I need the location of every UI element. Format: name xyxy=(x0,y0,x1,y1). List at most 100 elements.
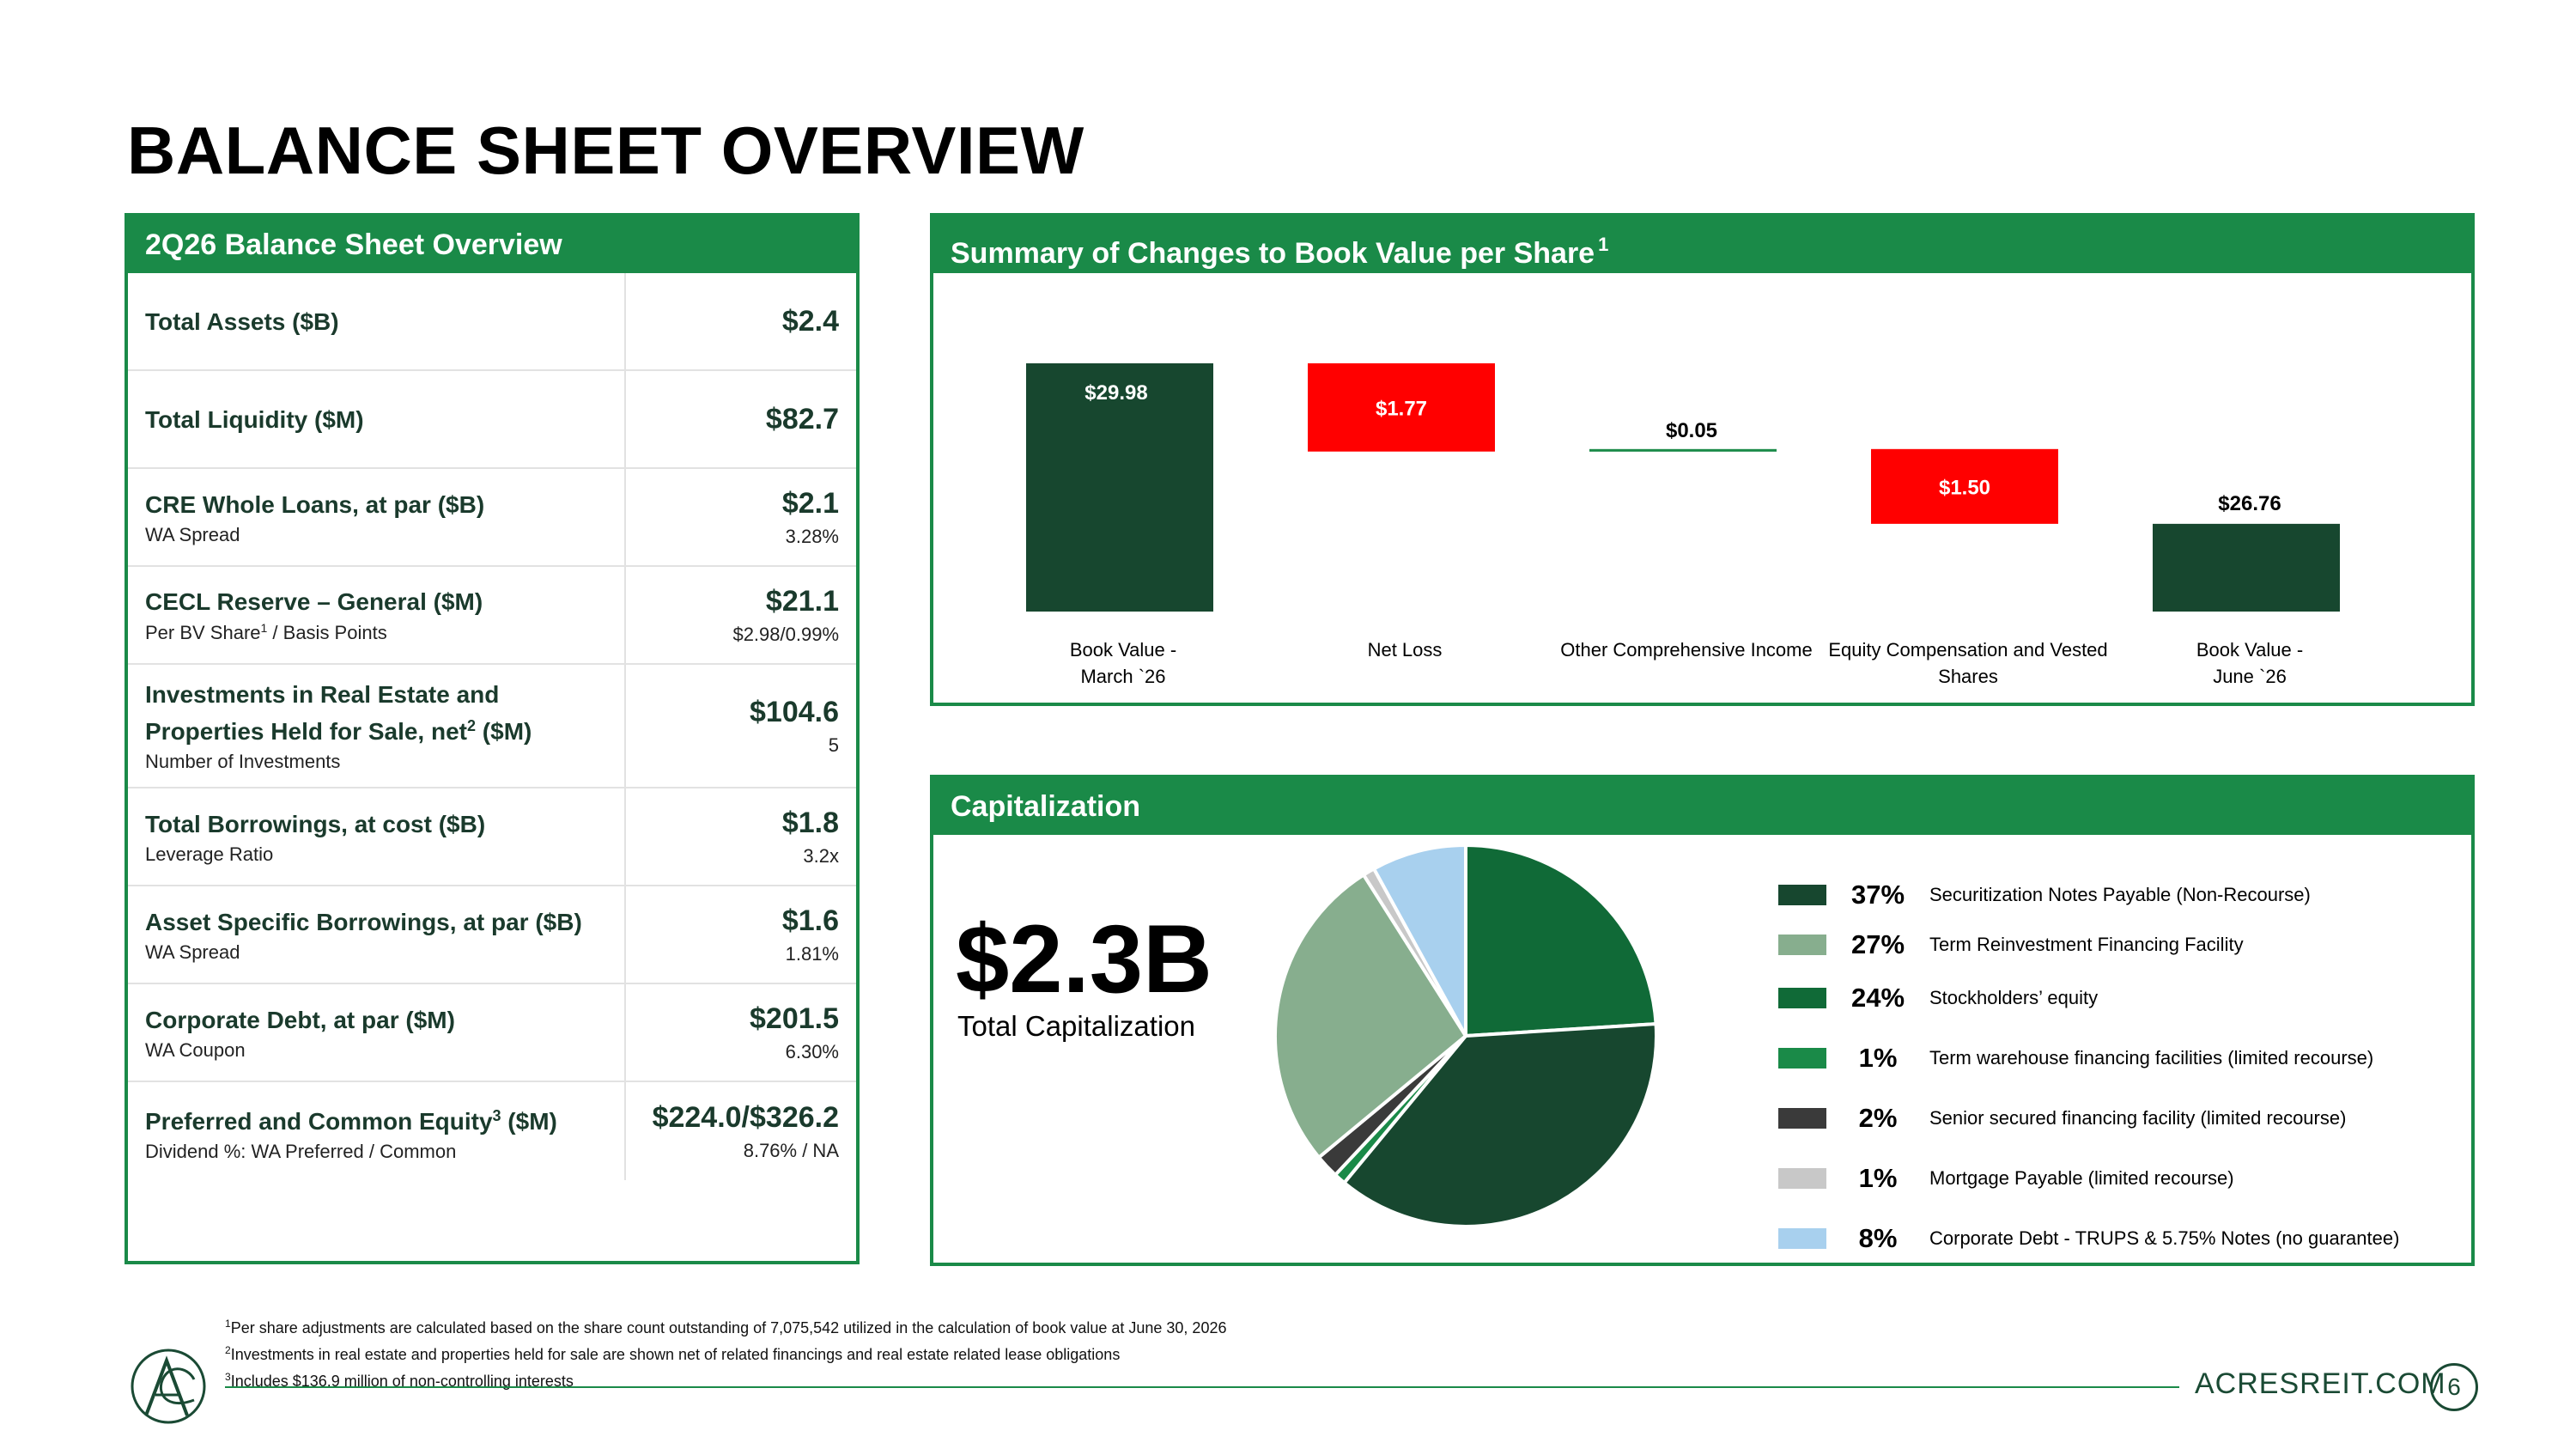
waterfall-bar xyxy=(1026,363,1213,612)
book-value-waterfall-chart: $29.98 Book Value - March `26 $1.77 Net Loss… xyxy=(1026,363,2340,687)
row-label-text: Total Assets ($B) xyxy=(145,307,339,335)
row-sublabel-footnote: 1 xyxy=(260,621,268,635)
table-row: Total Assets ($B) $2.4 xyxy=(128,273,856,371)
legend-percent: 8% xyxy=(1858,1223,1898,1253)
row-sublabel-text: Per BV Share xyxy=(145,622,261,643)
row-label: Total Liquidity ($M) xyxy=(145,404,624,435)
row-label-text: Preferred and Common Equity xyxy=(145,1107,493,1135)
row-label-unit: ($M) xyxy=(501,1107,557,1135)
row-label: Asset Specific Borrowings, at par ($B) xyxy=(145,906,624,938)
footnotes: 1Per share adjustments are calculated ba… xyxy=(225,1312,1226,1392)
waterfall-category-label: Shares xyxy=(1938,666,1998,687)
row-value-cell: $224.0/$326.2 8.76% / NA xyxy=(626,1082,856,1180)
row-value-cell: $21.1 $2.98/0.99% xyxy=(626,567,856,663)
overview-table: Total Assets ($B) $2.4 Total Liquidity ($M… xyxy=(128,273,856,1180)
legend-percent: 24% xyxy=(1850,983,1905,1013)
book-value-panel: Summary of Changes to Book Value per Sha… xyxy=(930,213,2475,706)
legend-item: 27% Term Reinvestment Financing Facility xyxy=(1778,928,2244,962)
row-sublabel-tail: / Basis Points xyxy=(267,622,387,643)
row-label: Total Borrowings, at cost ($B) xyxy=(145,808,624,840)
row-sublabel-text: WA Spread xyxy=(145,941,240,963)
row-sublabel-text: WA Spread xyxy=(145,523,240,545)
legend-item: 24% Stockholders’ equity xyxy=(1778,981,2098,1015)
total-capitalization-label: Total Capitalization xyxy=(957,1010,1195,1042)
row-label: Total Assets ($B) xyxy=(145,306,624,338)
row-subvalue: 6.30% xyxy=(785,1040,839,1062)
row-sublabel-text: WA Coupon xyxy=(145,1038,246,1061)
table-row: CRE Whole Loans, at par ($B) WA Spread $2.… xyxy=(128,469,856,567)
footnote-text: Per share adjustments are calculated bas… xyxy=(230,1319,1227,1336)
legend-item: 37% Securitization Notes Payable (Non-Rec… xyxy=(1778,878,2311,912)
row-label-cell: Corporate Debt, at par ($M) WA Coupon xyxy=(128,984,626,1081)
legend-item: 1% Term warehouse financing facilities (l… xyxy=(1778,1041,2373,1075)
waterfall-category-label: June `26 xyxy=(2213,666,2287,687)
row-subvalue: 5 xyxy=(828,734,839,756)
waterfall-value-label: $0.05 xyxy=(1666,419,1717,442)
waterfall-category-label: Book Value - xyxy=(2196,639,2303,661)
row-label-cell: CECL Reserve – General ($M) Per BV Share1… xyxy=(128,567,626,663)
row-label-text: CECL Reserve – General ($M) xyxy=(145,588,483,615)
footer-website-link[interactable]: ACRESREIT.COM xyxy=(2195,1367,2446,1400)
row-value: $224.0/$326.2 xyxy=(652,1100,839,1134)
row-label-cell: Preferred and Common Equity3 ($M) Dividen… xyxy=(128,1082,626,1180)
footnote: 3Includes $136.9 million of non-controll… xyxy=(225,1366,1226,1392)
legend-item: 2% Senior secured financing facility (lim… xyxy=(1778,1101,2346,1135)
waterfall-value-label: $1.77 xyxy=(1376,397,1427,420)
row-sublabel: WA Coupon xyxy=(145,1039,624,1062)
table-row: CECL Reserve – General ($M) Per BV Share1… xyxy=(128,567,856,665)
legend-percent: 2% xyxy=(1858,1103,1898,1133)
row-subvalue: 3.2x xyxy=(803,844,839,867)
legend-label: Term warehouse financing facilities (lim… xyxy=(1929,1047,2374,1068)
row-label-text: Investments in Real Estate and Propertie… xyxy=(145,681,500,745)
book-value-title-footnote: 1 xyxy=(1598,234,1609,255)
row-value: $104.6 xyxy=(750,695,839,728)
waterfall-bar xyxy=(2153,523,2340,612)
row-value: $2.4 xyxy=(781,304,839,338)
row-label-cell: Total Liquidity ($M) xyxy=(128,371,626,467)
legend-item: 1% Mortgage Payable (limited recourse) xyxy=(1778,1161,2234,1196)
row-value: $2.1 xyxy=(781,486,839,520)
row-value: $82.7 xyxy=(765,402,839,435)
page-number: 6 xyxy=(2430,1363,2478,1411)
waterfall-category-label: Equity Compensation and Vested xyxy=(1828,639,2107,661)
row-sublabel-text: Number of Investments xyxy=(145,751,341,772)
row-label-cell: Investments in Real Estate and Propertie… xyxy=(128,665,626,787)
waterfall-bar xyxy=(1871,448,2058,524)
row-subvalue: $2.98/0.99% xyxy=(732,623,839,645)
legend-percent: 1% xyxy=(1858,1043,1898,1073)
row-label-text: Asset Specific Borrowings, at par ($B) xyxy=(145,908,582,935)
waterfall-category-label: Other Comprehensive Income xyxy=(1560,639,1812,661)
row-value-cell: $2.4 xyxy=(626,273,856,369)
table-row: Investments in Real Estate and Propertie… xyxy=(128,665,856,788)
row-label: Investments in Real Estate and Propertie… xyxy=(145,679,624,747)
footnote-number: 3 xyxy=(225,1371,231,1383)
row-value-cell: $1.8 3.2x xyxy=(626,788,856,885)
waterfall-category-label: Book Value - xyxy=(1070,639,1176,661)
table-row: Total Borrowings, at cost ($B) Leverage R… xyxy=(128,788,856,886)
legend-swatch xyxy=(1778,935,1826,955)
capitalization-pie-chart xyxy=(1273,843,1658,1228)
legend-swatch xyxy=(1778,1228,1826,1249)
row-label-footnote: 2 xyxy=(467,717,477,734)
row-subvalue: 1.81% xyxy=(785,942,839,965)
book-value-title: Summary of Changes to Book Value per Sha… xyxy=(951,237,1595,270)
legend-item: 8% Corporate Debt - TRUPS & 5.75% Notes (… xyxy=(1778,1221,2399,1256)
acres-logo-icon xyxy=(131,1349,206,1424)
legend-label: Term Reinvestment Financing Facility xyxy=(1929,934,2244,955)
row-value: $1.8 xyxy=(781,806,839,839)
row-subvalue: 3.28% xyxy=(785,525,839,547)
row-label-text: CRE Whole Loans, at par ($B) xyxy=(145,490,485,518)
footnote-number: 1 xyxy=(225,1318,231,1330)
row-value-cell: $104.6 5 xyxy=(626,665,856,787)
row-sublabel: WA Spread xyxy=(145,524,624,546)
page-title: BALANCE SHEET OVERVIEW xyxy=(127,113,1084,188)
overview-panel-header: 2Q26 Balance Sheet Overview xyxy=(128,216,856,273)
row-label-text: Total Borrowings, at cost ($B) xyxy=(145,810,486,837)
capitalization-panel: Capitalization $2.3B Total Capitalizatio… xyxy=(930,775,2475,1266)
balance-sheet-overview-panel: 2Q26 Balance Sheet Overview Total Assets… xyxy=(125,213,860,1264)
legend-swatch xyxy=(1778,885,1826,905)
row-label-cell: CRE Whole Loans, at par ($B) WA Spread xyxy=(128,469,626,565)
waterfall-value-label: $1.50 xyxy=(1939,476,1990,499)
row-value-cell: $1.6 1.81% xyxy=(626,886,856,983)
waterfall-value-label: $26.76 xyxy=(2218,492,2281,515)
